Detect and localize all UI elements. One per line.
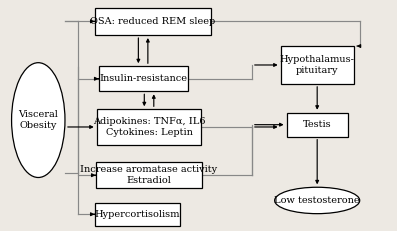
FancyBboxPatch shape [94,203,180,226]
Ellipse shape [12,63,65,177]
Text: Testis: Testis [303,120,331,129]
Text: OSA: reduced REM sleep: OSA: reduced REM sleep [91,17,216,26]
FancyBboxPatch shape [281,46,354,84]
FancyBboxPatch shape [96,162,202,188]
FancyBboxPatch shape [96,109,201,145]
Ellipse shape [275,187,360,214]
Text: Visceral
Obesity: Visceral Obesity [18,110,58,130]
Text: Adipokines: TNFα, IL6
Cytokines: Leptin: Adipokines: TNFα, IL6 Cytokines: Leptin [93,117,205,137]
Text: Insulin-resistance: Insulin-resistance [99,74,187,83]
Text: Low testosterone: Low testosterone [274,196,360,205]
FancyBboxPatch shape [287,113,348,137]
Text: Hypercortisolism: Hypercortisolism [94,210,180,219]
Text: Hypothalamus-
pituitary: Hypothalamus- pituitary [280,55,355,75]
Text: Increase aromatase activity
Estradiol: Increase aromatase activity Estradiol [81,165,218,185]
FancyBboxPatch shape [94,8,211,35]
FancyBboxPatch shape [98,66,188,91]
